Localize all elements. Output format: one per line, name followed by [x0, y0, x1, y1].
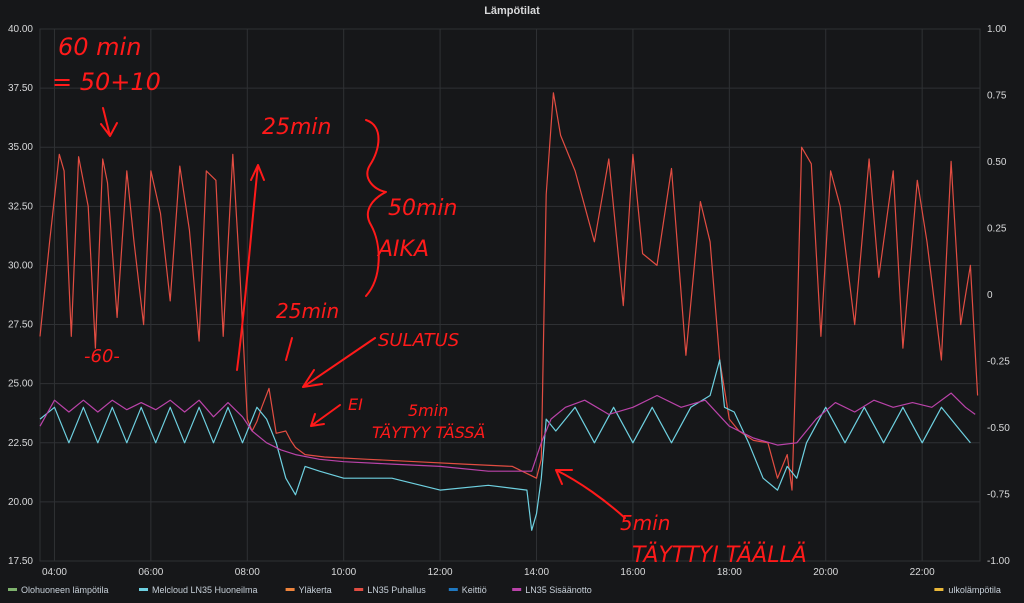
annotation-60min: 60 min [58, 33, 141, 61]
annotation-minus60: -60- [84, 346, 120, 367]
legend-item-label[interactable]: Keittiö [462, 585, 487, 595]
annotation-aika: AIKA [376, 237, 429, 262]
legend-swatch [512, 588, 522, 591]
annotation-50min: 50min [388, 196, 457, 221]
legend-swatch [934, 588, 944, 591]
y-axis-right: -1.00 -0.75 -0.50 -0.25 0 0.25 0.50 0.75 1.00 [987, 24, 1010, 567]
series-line-1 [39, 359, 971, 531]
tick-mark-annotation [285, 337, 293, 361]
legend-item-label[interactable]: LN35 Sisäänotto [525, 585, 592, 595]
y-left-tick-label: 35.00 [8, 142, 33, 153]
x-tick-label: 14:00 [524, 567, 549, 578]
annotation-strokes [100, 107, 626, 519]
handwritten-annotations: 60 min = 50+10 25min 50min AIKA -60- 25m… [52, 33, 807, 568]
y-left-tick-label: 25.00 [8, 379, 33, 390]
y-right-tick-label: 1.00 [987, 24, 1007, 35]
y-right-tick-label: 0.50 [987, 157, 1007, 168]
annotation-5min-bottom: 5min [620, 511, 670, 535]
x-tick-label: 16:00 [620, 567, 645, 578]
brace-annotation [365, 119, 387, 297]
y-right-tick-label: -0.75 [987, 490, 1010, 501]
legend: Olohuoneen lämpötila Melcloud LN35 Huonei… [8, 585, 1001, 595]
series-lines [39, 92, 979, 531]
y-right-tick-label: -0.50 [987, 423, 1010, 434]
x-tick-label: 22:00 [910, 567, 935, 578]
y-right-tick-label: 0 [987, 290, 993, 301]
annotation-taytyy-tassa: TÄYTYY TÄSSÄ [372, 423, 485, 442]
annotation-25min-top: 25min [262, 115, 331, 140]
x-tick-label: 18:00 [717, 567, 742, 578]
grid [39, 28, 981, 562]
y-left-tick-label: 22.50 [8, 438, 33, 449]
x-tick-label: 04:00 [42, 567, 67, 578]
y-left-tick-label: 37.50 [8, 83, 33, 94]
annotation-sulatus: SULATUS [378, 330, 459, 351]
annotation-ei: EI [348, 395, 363, 414]
x-tick-label: 12:00 [428, 567, 453, 578]
legend-item-label[interactable]: Yläkerta [299, 585, 332, 595]
legend-swatch [448, 588, 458, 591]
x-axis: 04:00 06:00 08:00 10:00 12:00 14:00 16:00 18:00… [42, 567, 935, 578]
legend-swatch [8, 588, 17, 591]
arrow-up-annotation [236, 164, 265, 371]
legend-item-label[interactable]: LN35 Puhallus [367, 585, 426, 595]
legend-swatch [285, 588, 295, 591]
ei-arrow [310, 404, 341, 427]
annotation-tayttyi-taalla: TÄYTTYI TÄÄLLÄ [632, 542, 807, 568]
chart-title: Lämpötilat [484, 5, 540, 17]
legend-item-label[interactable]: Melcloud LN35 Huoneilma [152, 585, 258, 595]
x-tick-label: 06:00 [138, 567, 163, 578]
arrow-down-annotation [100, 107, 118, 137]
y-left-tick-label: 27.50 [8, 320, 33, 331]
legend-item-label[interactable]: Olohuoneen lämpötila [21, 585, 109, 595]
sulatus-arrow [302, 337, 376, 388]
plot-frame [39, 28, 981, 562]
y-left-tick-label: 32.50 [8, 201, 33, 212]
legend-swatch [354, 588, 364, 591]
annotation-5min-top: 5min [408, 401, 448, 420]
x-tick-label: 20:00 [813, 567, 838, 578]
y-left-tick-label: 40.00 [8, 24, 33, 35]
y-axis-left: 17.50 20.00 22.50 25.00 27.50 30.00 32.50 35.00… [8, 24, 33, 567]
x-tick-label: 10:00 [331, 567, 356, 578]
annotation-25min-bottom: 25min [276, 299, 339, 323]
legend-item-label[interactable]: ulkolämpötila [948, 585, 1001, 595]
y-left-tick-label: 30.00 [8, 260, 33, 271]
x-tick-label: 08:00 [235, 567, 260, 578]
y-right-tick-label: 0.25 [987, 224, 1007, 235]
legend-swatch [139, 588, 148, 591]
annotation-50plus10: = 50+10 [52, 68, 161, 96]
y-right-tick-label: 0.75 [987, 91, 1007, 102]
series-line-0 [39, 92, 979, 491]
tayttyi-arrow [555, 469, 626, 519]
y-left-tick-label: 20.00 [8, 497, 33, 508]
series-line-2 [39, 392, 976, 472]
y-left-tick-label: 17.50 [8, 556, 33, 567]
y-right-tick-label: -0.25 [987, 357, 1010, 368]
y-right-tick-label: -1.00 [987, 556, 1010, 567]
